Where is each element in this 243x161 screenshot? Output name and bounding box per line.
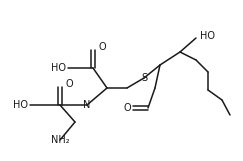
Text: O: O xyxy=(65,79,73,89)
Text: NH₂: NH₂ xyxy=(51,135,69,145)
Text: O: O xyxy=(98,42,106,52)
Text: HO: HO xyxy=(13,100,28,110)
Text: S: S xyxy=(141,73,147,83)
Text: HO: HO xyxy=(200,31,215,41)
Text: N: N xyxy=(83,100,91,110)
Text: HO: HO xyxy=(51,63,66,73)
Text: O: O xyxy=(123,103,131,113)
